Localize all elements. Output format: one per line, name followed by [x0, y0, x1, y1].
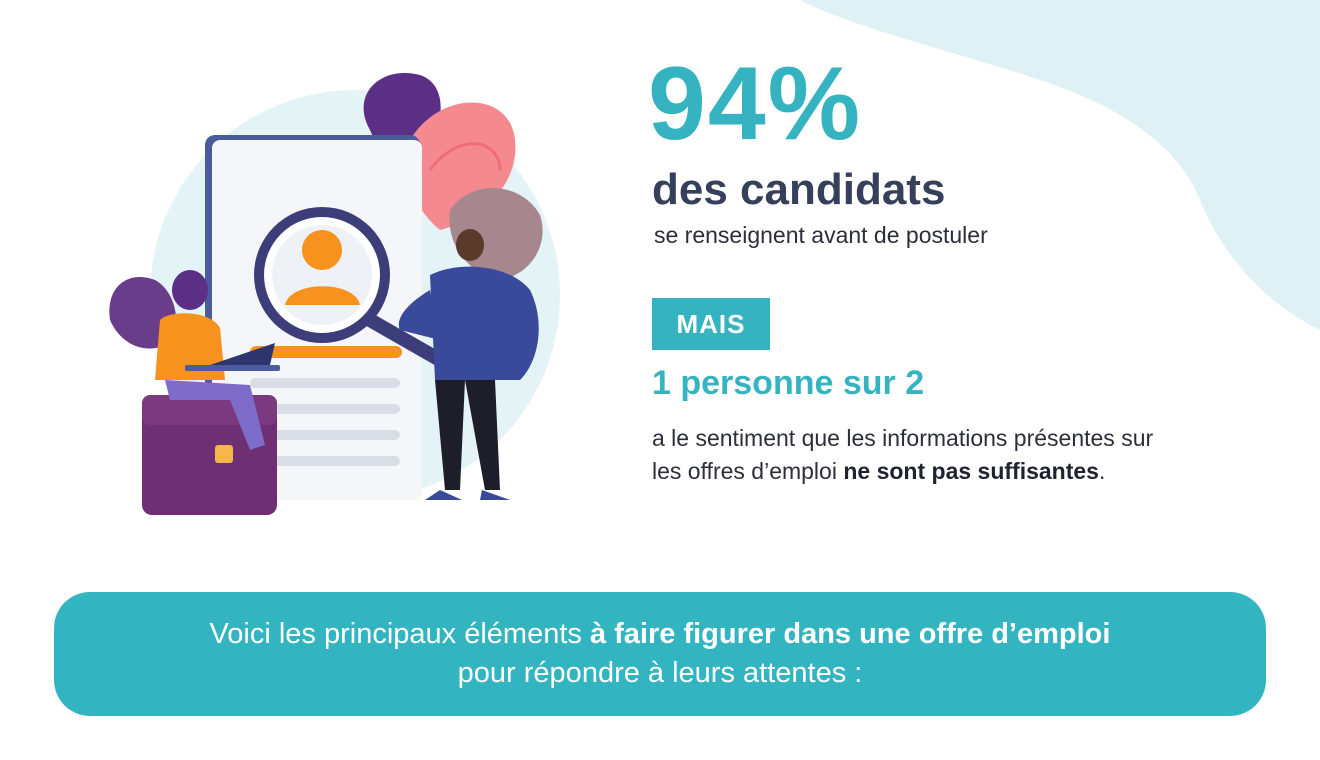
- desc-bold-text: ne sont pas suffisantes: [843, 458, 1099, 485]
- stat-secondary-headline: 1 personne sur 2: [652, 364, 925, 402]
- stat-heading: des candidats: [652, 165, 946, 214]
- stat-secondary-description: a le sentiment que les informations prés…: [652, 422, 1172, 489]
- banner-line-1-bold: à faire figurer dans une offre d’emploi: [589, 617, 1111, 650]
- mais-badge: MAIS: [652, 298, 770, 350]
- desc-end: .: [1098, 458, 1106, 485]
- desc-text: a le sentiment que les informations prés…: [652, 425, 1154, 485]
- stat-subtitle: se renseignent avant de postuler: [654, 222, 988, 248]
- stat-percent: 94%: [648, 46, 863, 162]
- candidate-profile-illustration: [109, 73, 560, 515]
- banner-line-1: Voici les principaux éléments à faire fi…: [210, 615, 1111, 654]
- banner-line-2: pour répondre à leurs attentes :: [457, 657, 863, 689]
- banner-line-1-normal: Voici les principaux éléments: [209, 617, 590, 650]
- call-to-action-banner: Voici les principaux éléments à faire fi…: [54, 592, 1266, 716]
